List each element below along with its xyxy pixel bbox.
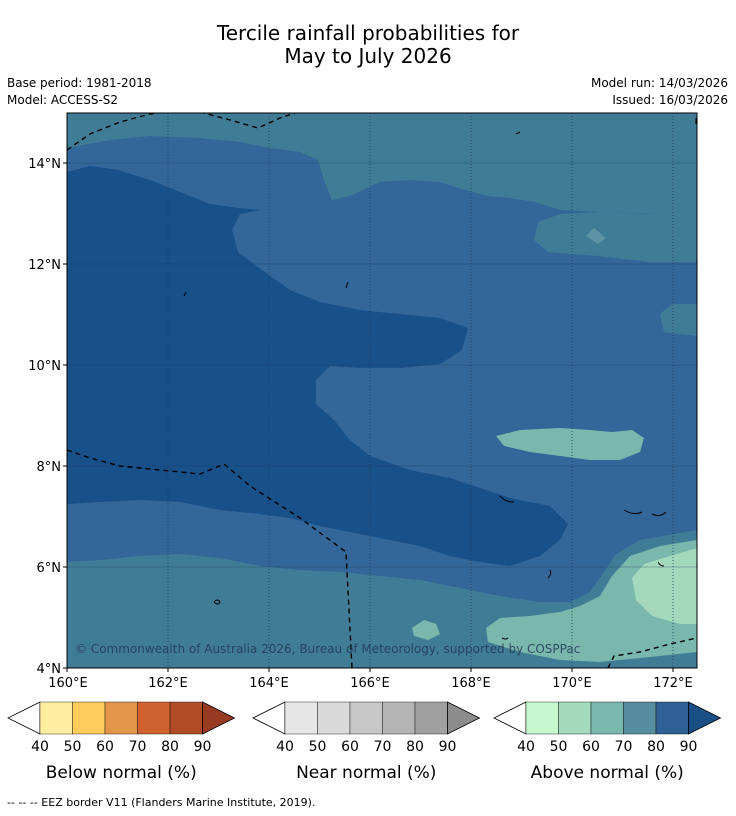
meta-left: Base period: 1981-2018 Model: ACCESS-S2 (7, 75, 152, 109)
colorbar-tick-label: 60 (341, 739, 359, 755)
colorbar-tick-label: 80 (161, 739, 179, 755)
colorbar-cell (558, 701, 592, 735)
probability-map: © Commonwealth of Australia 2026, Bureau… (67, 113, 697, 668)
lat-label: 8°N (37, 460, 62, 475)
legends: 40 50 60 70 80 90 Below normal (%) 40 50 60 70 80 90… (7, 701, 722, 783)
band-50-60-islet-8n (496, 428, 644, 460)
colorbar-cell (39, 701, 73, 735)
colorbar-cell (623, 701, 657, 735)
colorbar-tick-label: 70 (374, 739, 392, 755)
lon-axis: 160°E 162°E 164°E 166°E 168°E 170°E 172°… (48, 668, 693, 691)
colorbar-tick-label: 90 (680, 739, 698, 755)
colorbar-low-arrow (493, 701, 527, 735)
colorbar-tick-label: 40 (276, 739, 294, 755)
colorbar-cell (349, 701, 383, 735)
colorbar-title: Below normal (%) (46, 763, 197, 783)
colorbar-title: Near normal (%) (296, 763, 436, 783)
colorbar-title: Above normal (%) (531, 763, 684, 783)
latitude-lines (67, 162, 697, 568)
map-frame (66, 112, 698, 669)
colorbar-tick-label: 50 (550, 739, 568, 755)
islands (183, 118, 697, 640)
colorbar-cell (137, 701, 171, 735)
map-title: Tercile rainfall probabilities for May t… (0, 22, 736, 68)
lat-label: 10°N (28, 359, 61, 374)
colorbar-tick-label: 90 (439, 739, 457, 755)
eez-footnote: -- -- -- EEZ border V11 (Flanders Marine… (7, 796, 316, 809)
colorbar-tick-label: 50 (309, 739, 327, 755)
colorbar-low-arrow (7, 701, 41, 735)
colorbar-cell (414, 701, 448, 735)
lon-label: 162°E (148, 676, 188, 691)
colorbar-high-arrow (447, 701, 481, 735)
colorbar-cell (655, 701, 689, 735)
colorbar-cell (169, 701, 203, 735)
colorbar-tick-label: 60 (96, 739, 114, 755)
lon-label: 168°E (451, 676, 491, 691)
colorbar-cell (104, 701, 138, 735)
lat-label: 6°N (37, 561, 62, 576)
colorbar-tick-label: 60 (582, 739, 600, 755)
band-50-60-islet-12n (586, 228, 606, 244)
colorbar-tick-label: 50 (64, 739, 82, 755)
base-period: Base period: 1981-2018 (7, 76, 152, 90)
band-60-70-north (67, 113, 697, 220)
band-50-60-islet-5n (412, 620, 440, 640)
lat-label: 12°N (28, 258, 61, 273)
model-name: Model: ACCESS-S2 (7, 93, 119, 107)
colorbar-cell (382, 701, 416, 735)
colorbar-cell (525, 701, 559, 735)
colorbar-tick-label: 90 (194, 739, 212, 755)
colorbar-cell (72, 701, 106, 735)
colorbar-high-arrow (688, 701, 722, 735)
lat-label: 14°N (28, 157, 61, 172)
lat-axis: 14°N 12°N 10°N 8°N 6°N 4°N (28, 157, 67, 677)
colorbar-1: 40 50 60 70 80 90 Below normal (%) (7, 701, 236, 783)
colorbar-low-arrow (252, 701, 286, 735)
colorbar-cell (284, 701, 318, 735)
title-line-2: May to July 2026 (284, 44, 452, 68)
colorbar-3: 40 50 60 70 80 90 Above normal (%) (493, 701, 722, 783)
issued-date: Issued: 16/03/2026 (612, 93, 728, 107)
colorbar-cell (590, 701, 624, 735)
lon-label: 172°E (653, 676, 693, 691)
colorbar-tick-label: 80 (647, 739, 665, 755)
lat-label: 4°N (37, 662, 62, 677)
colorbar-tick-label: 40 (31, 739, 49, 755)
model-run: Model run: 14/03/2026 (590, 76, 728, 90)
colorbar-tick-label: 70 (129, 739, 147, 755)
copyright-notice: © Commonwealth of Australia 2026, Bureau… (75, 642, 580, 656)
band-60-70-east-small (660, 304, 697, 336)
colorbar-high-arrow (202, 701, 236, 735)
band-60-70-east (534, 212, 697, 262)
eez-borders (67, 113, 697, 668)
lon-label: 164°E (249, 676, 289, 691)
meta-right: Model run: 14/03/2026 Issued: 16/03/2026 (591, 75, 728, 109)
colorbar-tick-label: 70 (615, 739, 633, 755)
gridlines (167, 113, 674, 668)
colorbar-tick-label: 80 (406, 739, 424, 755)
colorbar-tick-label: 40 (517, 739, 535, 755)
lon-label: 166°E (350, 676, 390, 691)
title-line-1: Tercile rainfall probabilities for (216, 21, 520, 45)
colorbar-cell (317, 701, 351, 735)
lon-label: 160°E (48, 676, 88, 691)
lon-label: 170°E (552, 676, 592, 691)
